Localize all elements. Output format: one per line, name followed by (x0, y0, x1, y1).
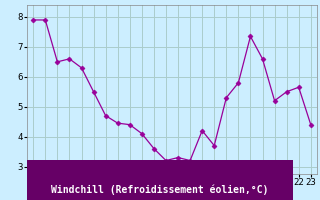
Text: Windchill (Refroidissement éolien,°C): Windchill (Refroidissement éolien,°C) (51, 184, 269, 195)
